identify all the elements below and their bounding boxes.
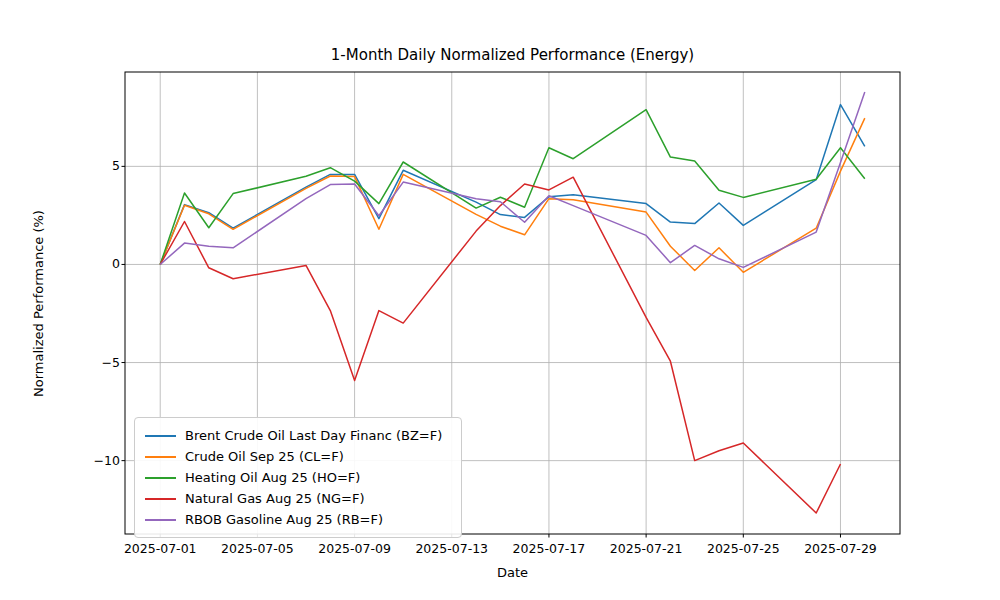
legend-label: Crude Oil Sep 25 (CL=F) <box>185 449 344 464</box>
y-tick-label: 5 <box>60 158 120 173</box>
line-chart-figure: 1-Month Daily Normalized Performance (En… <box>0 0 1000 600</box>
y-tick-label: −10 <box>60 453 120 468</box>
x-tick-label: 2025-07-25 <box>693 541 793 556</box>
series-line <box>160 105 865 265</box>
x-axis-label: Date <box>125 565 900 580</box>
x-tick-label: 2025-07-09 <box>305 541 405 556</box>
legend-line-sample <box>145 477 176 479</box>
x-tick-label: 2025-07-05 <box>207 541 307 556</box>
legend-item: Crude Oil Sep 25 (CL=F) <box>143 446 451 467</box>
legend-label: Heating Oil Aug 25 (HO=F) <box>185 470 360 485</box>
legend-line-sample <box>145 456 176 458</box>
y-tick-label: 0 <box>60 256 120 271</box>
chart-title: 1-Month Daily Normalized Performance (En… <box>125 46 900 64</box>
legend-label: RBOB Gasoline Aug 25 (RB=F) <box>185 512 383 527</box>
x-tick-label: 2025-07-17 <box>499 541 599 556</box>
chart-legend: Brent Crude Oil Last Day Financ (BZ=F) Cr… <box>134 417 462 538</box>
legend-item: Natural Gas Aug 25 (NG=F) <box>143 488 451 509</box>
series-line <box>160 92 865 267</box>
legend-item: RBOB Gasoline Aug 25 (RB=F) <box>143 509 451 530</box>
x-tick-label: 2025-07-29 <box>790 541 890 556</box>
x-tick-label: 2025-07-13 <box>402 541 502 556</box>
legend-line-sample <box>145 519 176 521</box>
y-axis-label: Normalized Performance (%) <box>31 54 46 554</box>
x-tick-label: 2025-07-21 <box>596 541 696 556</box>
legend-line-sample <box>145 435 176 437</box>
x-tick-label: 2025-07-01 <box>110 541 210 556</box>
legend-label: Brent Crude Oil Last Day Financ (BZ=F) <box>185 428 442 443</box>
legend-item: Brent Crude Oil Last Day Financ (BZ=F) <box>143 425 451 446</box>
y-tick-label: −5 <box>60 355 120 370</box>
legend-line-sample <box>145 498 176 500</box>
legend-label: Natural Gas Aug 25 (NG=F) <box>185 491 365 506</box>
legend-item: Heating Oil Aug 25 (HO=F) <box>143 467 451 488</box>
series-line <box>160 110 865 265</box>
